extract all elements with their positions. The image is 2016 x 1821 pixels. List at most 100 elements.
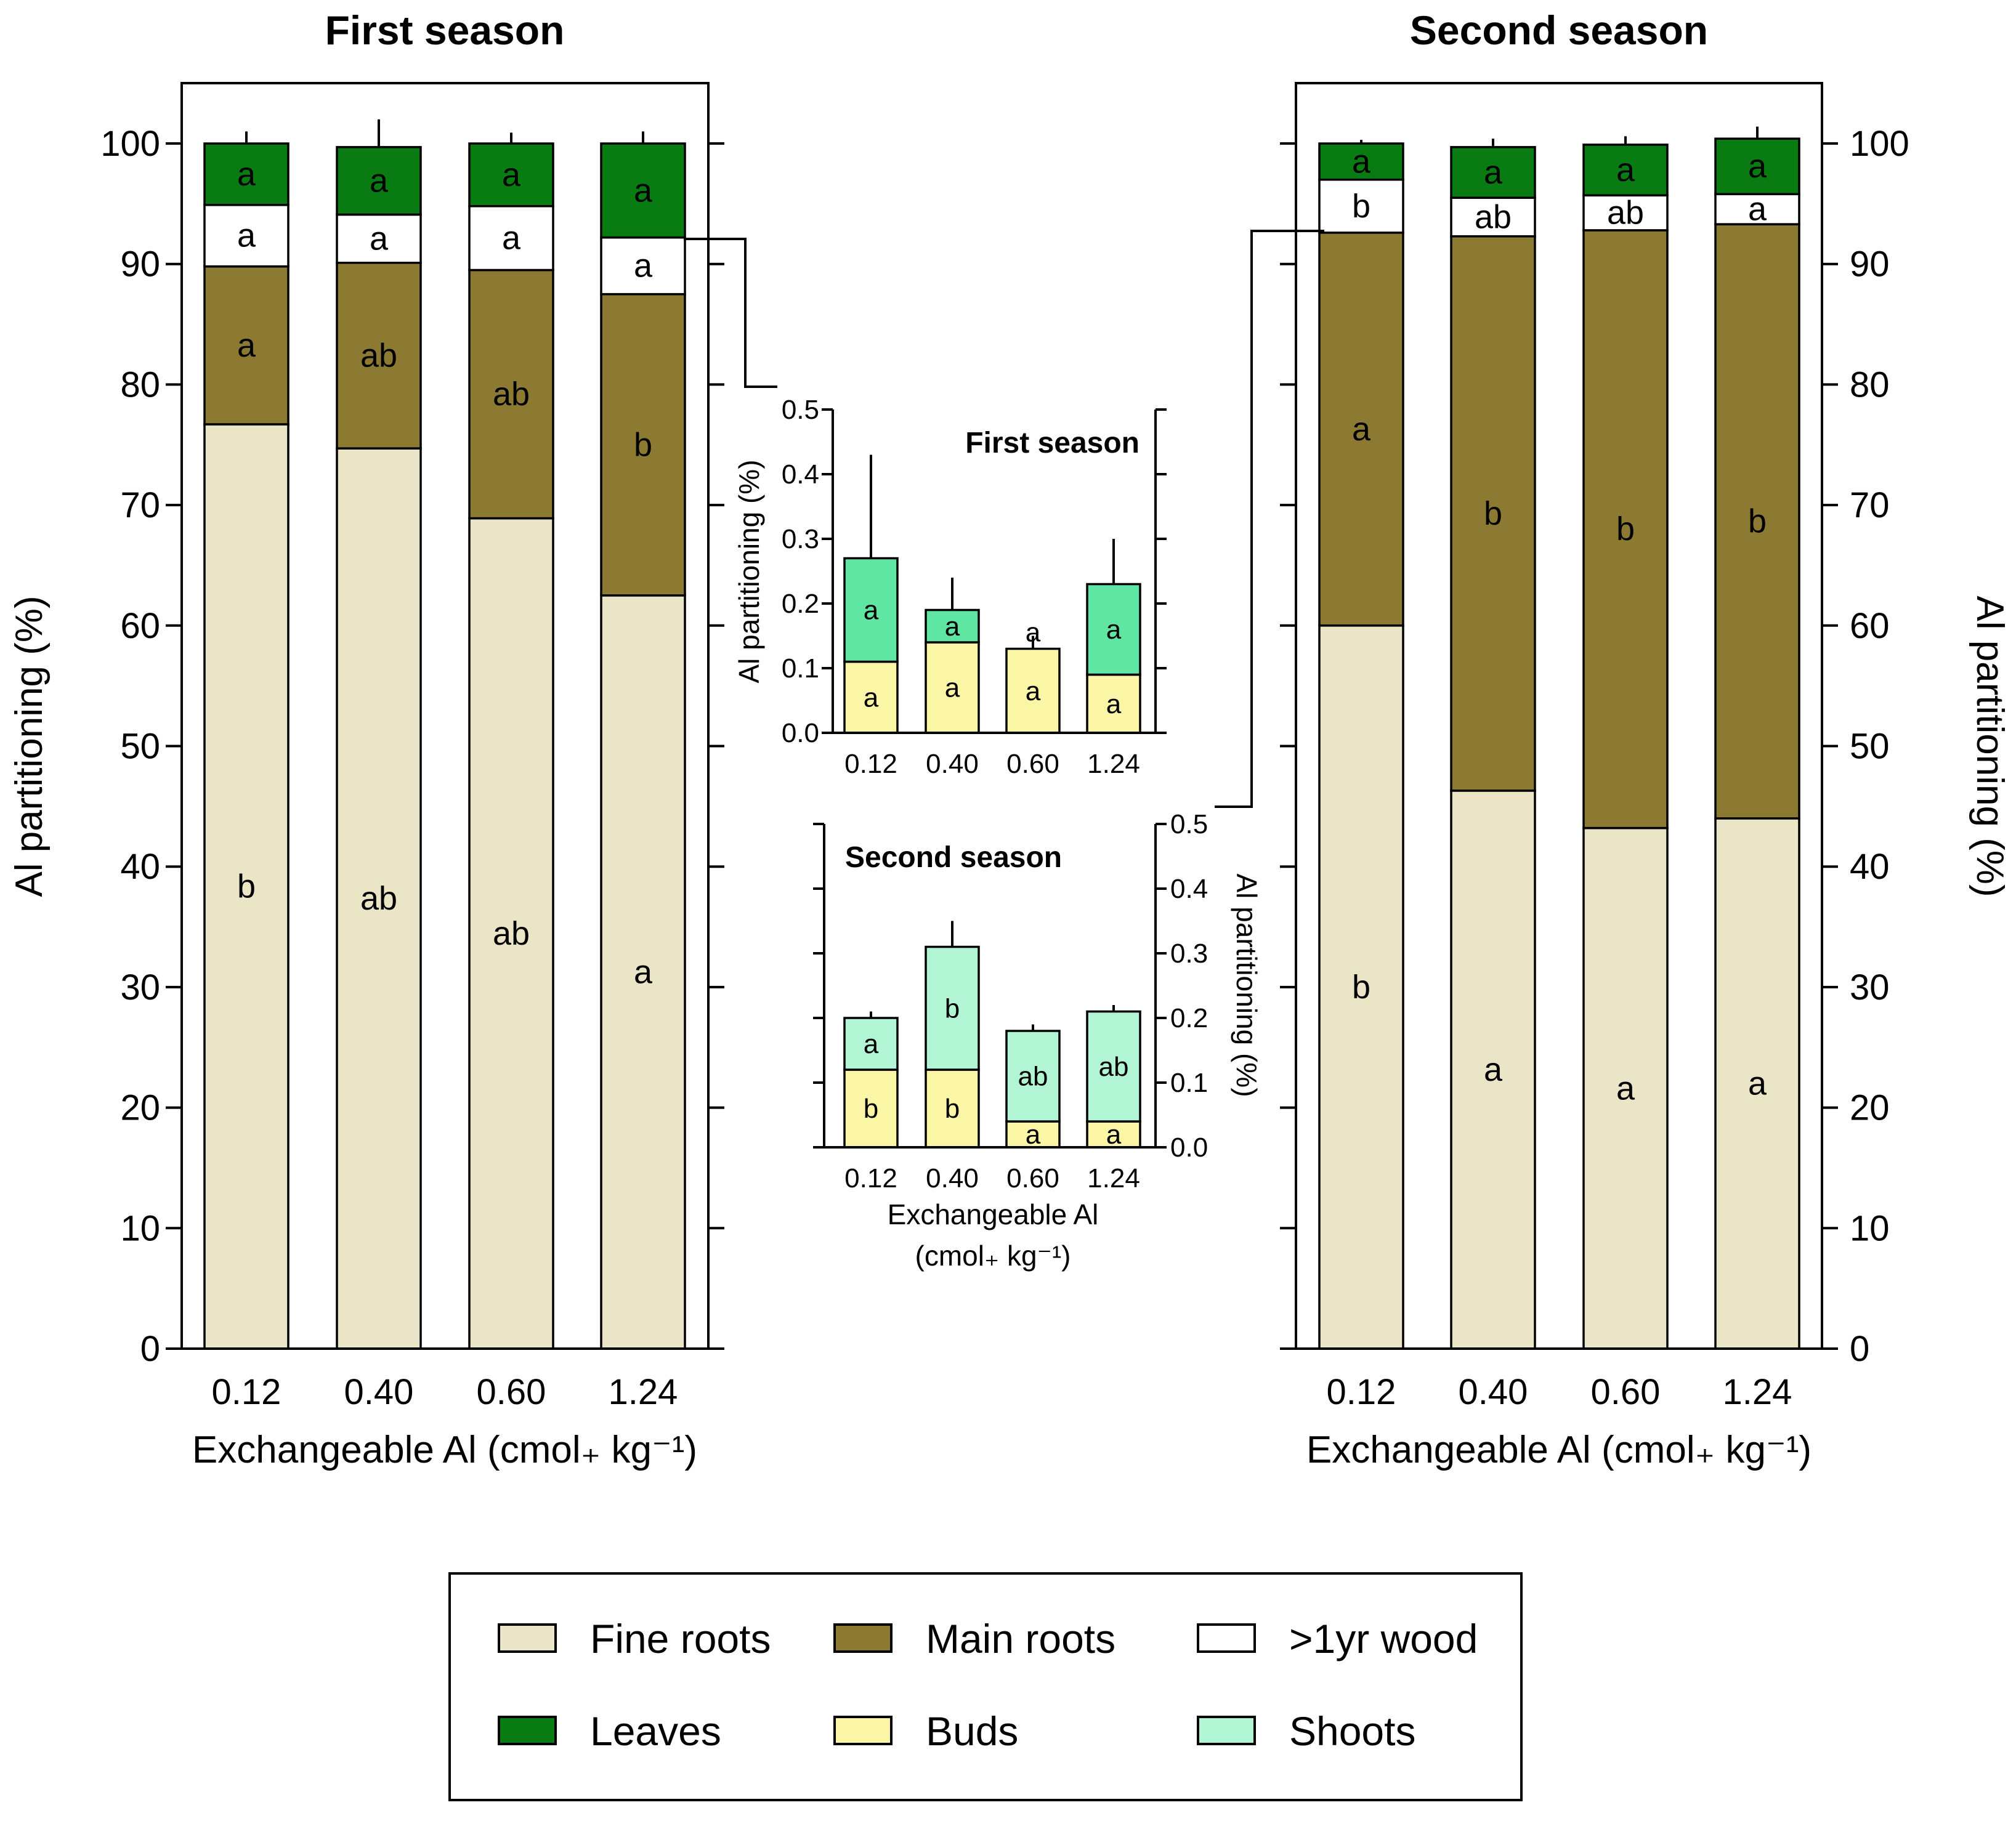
legend-swatch-buds [833,1716,893,1745]
significance-letter-first-1yr-wood-1: a [370,220,389,257]
significance-letter-first-1yr-wood-0: a [237,217,256,254]
significance-letter-second-main-roots-3: b [1748,503,1767,540]
y-tick-label-inset_first-5: 0.5 [782,395,819,425]
bar-second-1yr-wood-2 [1582,194,1669,232]
bar-first-fine-roots-1 [336,447,422,1350]
y-tick-label-first-3: 30 [120,967,160,1007]
significance-letter-second-1yr-wood-0: b [1352,188,1370,225]
significance-letter-inset_second-buds-1: b [945,1094,960,1124]
axes-frame-first [180,82,710,1350]
inset-second-season-panel: Second season b a 0.12 b b 0.40 a ab 0.60 a ab 1.24 0… [813,809,1263,1272]
bar-first-main-roots-3 [600,293,686,597]
legend-swatch-leaves [498,1716,557,1745]
significance-letter-inset_first-shoots-0: a [864,596,879,626]
panel-title-second: Second season [1410,7,1708,53]
significance-letter-second-fine-roots-2: a [1616,1070,1635,1107]
y-tick-label-first-4: 40 [120,847,160,887]
bar-first-leaves-1 [336,146,422,216]
y-tick-label-first-2: 20 [120,1088,160,1128]
y-axis-label-first: Al partitioning (%) [8,596,51,897]
significance-letter-second-1yr-wood-3: a [1748,191,1767,228]
significance-letter-first-fine-roots-1: ab [360,880,397,917]
significance-letter-inset_first-shoots-1: a [945,612,960,642]
bar-second-fine-roots-3 [1714,817,1800,1350]
y-tick-label-inset_first-2: 0.2 [782,589,819,619]
significance-letter-second-fine-roots-1: a [1484,1051,1503,1088]
significance-letter-first-fine-roots-3: a [634,953,653,990]
x-tick-label-inset_second-1: 0.40 [926,1163,979,1193]
y-tick-label-first-5: 50 [120,727,160,767]
significance-letter-second-fine-roots-3: a [1748,1065,1767,1102]
significance-letter-first-leaves-1: a [370,163,389,200]
bar-inset_second-buds-2 [1005,1120,1061,1149]
bar-second-main-roots-3 [1714,223,1800,820]
x-tick-label-second-0: 0.12 [1327,1372,1396,1412]
x-tick-label-inset_first-3: 1.24 [1087,749,1140,779]
x-tick-label-inset_second-0: 0.12 [844,1163,897,1193]
significance-letter-inset_second-buds-2: a [1026,1120,1041,1150]
significance-letter-second-leaves-1: a [1484,154,1503,191]
significance-letter-inset_second-shoots-0: a [864,1029,879,1059]
x-tick-label-first-1: 0.40 [344,1372,414,1412]
significance-letter-inset_second-shoots-1: b [945,993,960,1024]
y-tick-label-first-1: 10 [120,1208,160,1248]
x-axis-label-2-inset_second: (cmol₊ kg⁻¹) [915,1240,1071,1272]
bar-inset_second-buds-0 [843,1068,899,1149]
legend-label-shoots: Shoots [1289,1708,1415,1754]
y-tick-label-second-0: 0 [1850,1329,1869,1369]
legend: Fine roots Main roots >1yr wood Leaves Buds S… [448,1572,1523,1801]
y-tick-label-inset_first-1: 0.1 [782,653,819,684]
panel-title-first: First season [325,7,565,53]
y-tick-label-second-1: 10 [1850,1208,1890,1248]
legend-label-fine-roots: Fine roots [590,1616,771,1662]
bar-inset_second-shoots-0 [843,1017,899,1071]
y-tick-label-first-0: 0 [140,1329,160,1369]
y-tick-label-inset_second-1: 0.1 [1170,1068,1208,1098]
axes-frame-inset_second [823,824,1157,1149]
significance-letter-first-main-roots-0: a [237,327,256,364]
y-tick-label-second-10: 100 [1850,124,1909,164]
x-tick-label-first-0: 0.12 [212,1372,281,1412]
significance-letter-inset_first-shoots-3: a [1106,615,1122,645]
axes-frame-second [1295,82,1823,1350]
significance-letter-first-1yr-wood-2: a [502,220,521,257]
x-tick-label-second-1: 0.40 [1459,1372,1528,1412]
significance-letter-inset_first-shoots-2: a [1026,618,1041,648]
significance-letter-second-fine-roots-0: b [1352,969,1370,1006]
bar-first-1yr-wood-0 [203,204,289,268]
bar-first-fine-roots-0 [203,423,289,1350]
bar-inset_second-buds-3 [1086,1120,1141,1149]
bar-inset_first-buds-2 [1005,647,1061,734]
legend-swatch-shoots [1197,1716,1256,1745]
legend-swatch-fine-roots [498,1623,557,1653]
significance-letter-second-leaves-3: a [1748,148,1767,185]
bar-inset_first-shoots-0 [843,557,899,663]
significance-letter-first-fine-roots-2: ab [493,915,530,952]
y-tick-label-second-6: 60 [1850,606,1890,646]
significance-letter-second-leaves-0: a [1352,143,1371,180]
x-tick-label-first-3: 1.24 [609,1372,678,1412]
significance-letter-first-1yr-wood-3: a [634,248,653,285]
significance-letter-second-main-roots-0: a [1352,411,1371,448]
first-season-panel: First seasonbaaa0.12ababaa0.40ababaa0.60… [8,7,724,1471]
y-tick-label-second-4: 40 [1850,847,1890,887]
y-axis-label-inset_second: Al partitioning (%) [1231,873,1263,1097]
bar-first-main-roots-0 [203,265,289,426]
legend-label-main-roots: Main roots [926,1616,1115,1662]
leader-line-second [1215,230,1324,808]
panel-title-inset_first: First season [965,427,1140,459]
legend-label-leaves: Leaves [590,1708,721,1754]
y-tick-label-inset_second-3: 0.3 [1170,939,1208,969]
significance-letter-inset_second-shoots-3: ab [1099,1052,1129,1082]
x-tick-label-first-2: 0.60 [477,1372,546,1412]
bar-second-main-roots-0 [1318,232,1404,627]
significance-letter-first-leaves-3: a [634,172,653,209]
significance-letter-inset_second-buds-0: b [864,1094,878,1124]
y-tick-label-second-9: 90 [1850,244,1890,285]
legend-label-1yr-wood: >1yr wood [1289,1616,1478,1662]
significance-letter-second-main-roots-1: b [1484,495,1502,532]
significance-letter-inset_first-buds-1: a [945,673,960,703]
legend-swatch-main-roots [833,1623,893,1653]
second-season-panel: Second seasonbaba0.12ababa0.40ababa0.60a… [1280,7,2011,1471]
